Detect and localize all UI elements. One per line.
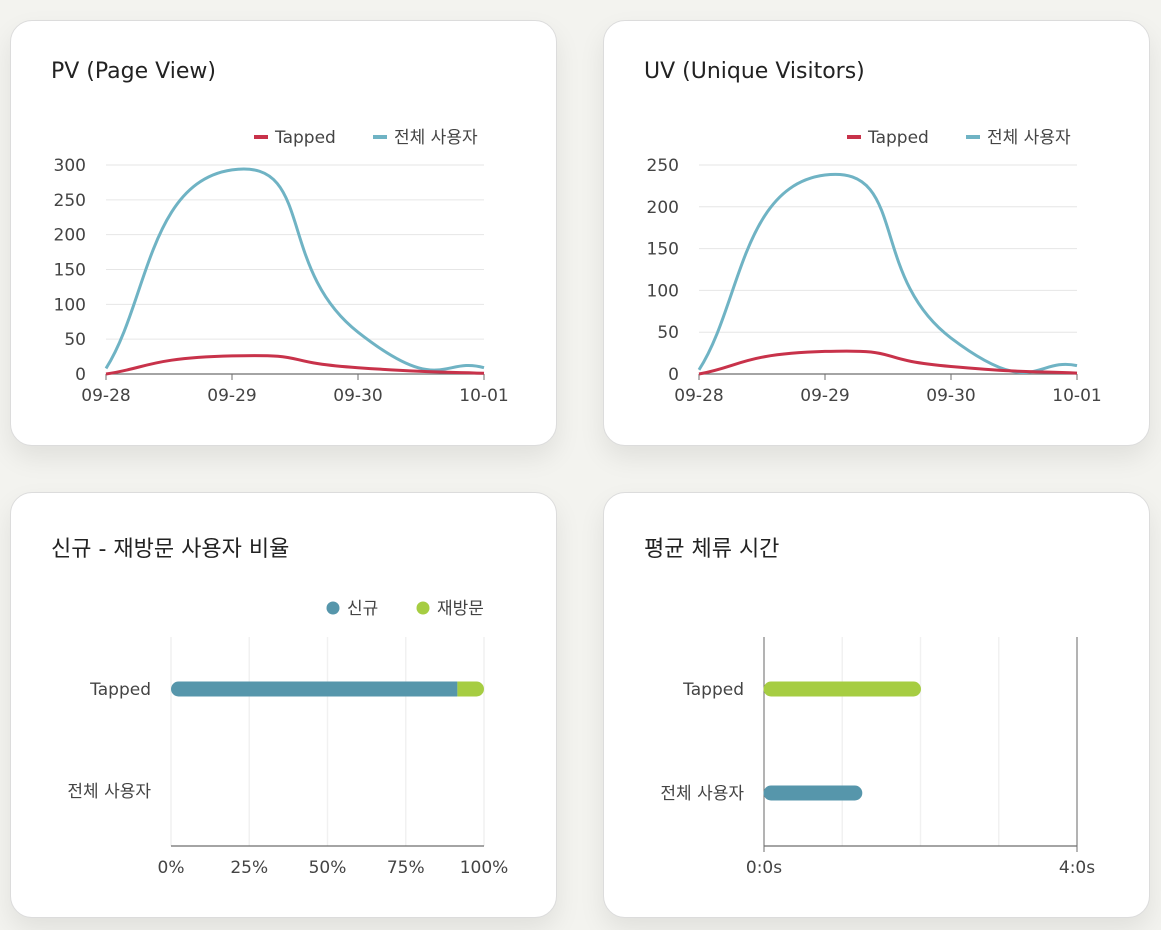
series-line-tapped <box>698 349 1078 376</box>
y-category-label: Tapped <box>682 680 744 700</box>
dwell-chart-title: 평균 체류 시간 <box>644 537 780 562</box>
ratio-bar-chart: 신규 재방문 0% 25% 50% 75% 100% Tapped 전체 사용자 <box>67 599 509 878</box>
series-line-all-users <box>104 167 485 372</box>
y-tick-label: 300 <box>54 156 86 176</box>
legend-label-0: Tapped <box>867 128 929 148</box>
pv-chart-title: PV (Page View) <box>51 59 216 84</box>
legend-dot-1 <box>416 601 430 615</box>
ratio-chart-card: 신규 - 재방문 사용자 비율 신규 재방문 0% 25% 50% 75% 100% Tapp… <box>10 492 557 918</box>
y-tick-label: 150 <box>647 240 679 260</box>
legend-label-0: 신규 <box>347 599 378 619</box>
legend-label-1: 전체 사용자 <box>394 128 478 148</box>
x-tick-label: 09-30 <box>926 386 975 406</box>
pv-chart-card: PV (Page View) Tapped 전체 사용자 0 50 100 150 200 2… <box>10 20 557 446</box>
x-tick-label: 09-30 <box>333 386 382 406</box>
y-tick-label: 0 <box>75 365 86 385</box>
y-tick-label: 200 <box>54 226 86 246</box>
uv-chart-card: UV (Unique Visitors) Tapped 전체 사용자 0 50 100 1… <box>603 20 1150 446</box>
y-tick-label: 100 <box>647 281 679 301</box>
y-category-label: Tapped <box>89 680 151 700</box>
ratio-chart-title: 신규 - 재방문 사용자 비율 <box>51 537 290 562</box>
dwell-bar-chart: 0:0s 4:0s Tapped 전체 사용자 <box>660 637 1095 878</box>
pv-line-chart: Tapped 전체 사용자 0 50 100 150 200 250 300 09-28 09-29… <box>54 128 509 406</box>
bar-segment-new <box>171 681 458 697</box>
y-tick-label: 50 <box>64 330 86 350</box>
x-tick-label: 0:0s <box>746 858 782 878</box>
x-tick-label: 4:0s <box>1059 858 1095 878</box>
x-tick-label: 10-01 <box>459 386 508 406</box>
y-tick-label: 50 <box>657 323 679 343</box>
x-tick-label: 0% <box>158 858 185 878</box>
y-tick-label: 250 <box>647 156 679 176</box>
x-tick-label: 75% <box>387 858 425 878</box>
legend-dot-0 <box>326 601 340 615</box>
legend-label-1: 전체 사용자 <box>987 128 1071 148</box>
x-tick-label: 100% <box>460 858 509 878</box>
x-tick-label: 10-01 <box>1052 386 1101 406</box>
legend-label-1: 재방문 <box>437 599 484 619</box>
y-tick-label: 250 <box>54 191 86 211</box>
y-tick-label: 100 <box>54 295 86 315</box>
x-tick-label: 25% <box>230 858 268 878</box>
uv-line-chart: Tapped 전체 사용자 0 50 100 150 200 250 09-28 09-29 09-… <box>647 128 1102 406</box>
y-tick-label: 200 <box>647 198 679 218</box>
x-tick-label: 50% <box>309 858 347 878</box>
bar-segment-returning <box>457 681 485 697</box>
x-tick-label: 09-28 <box>81 386 130 406</box>
y-tick-label: 150 <box>54 261 86 281</box>
dwell-chart-card: 평균 체류 시간 0:0s 4:0s Tapped 전체 사용자 <box>603 492 1150 918</box>
y-category-label: 전체 사용자 <box>67 782 151 802</box>
uv-chart-title: UV (Unique Visitors) <box>644 59 865 84</box>
x-tick-label: 09-29 <box>800 386 849 406</box>
y-category-label: 전체 사용자 <box>660 784 744 804</box>
x-tick-label: 09-29 <box>207 386 256 406</box>
legend-label-0: Tapped <box>274 128 336 148</box>
x-tick-label: 09-28 <box>674 386 723 406</box>
series-line-tapped <box>105 354 485 376</box>
y-tick-label: 0 <box>668 365 679 385</box>
series-line-all-users <box>697 172 1078 374</box>
